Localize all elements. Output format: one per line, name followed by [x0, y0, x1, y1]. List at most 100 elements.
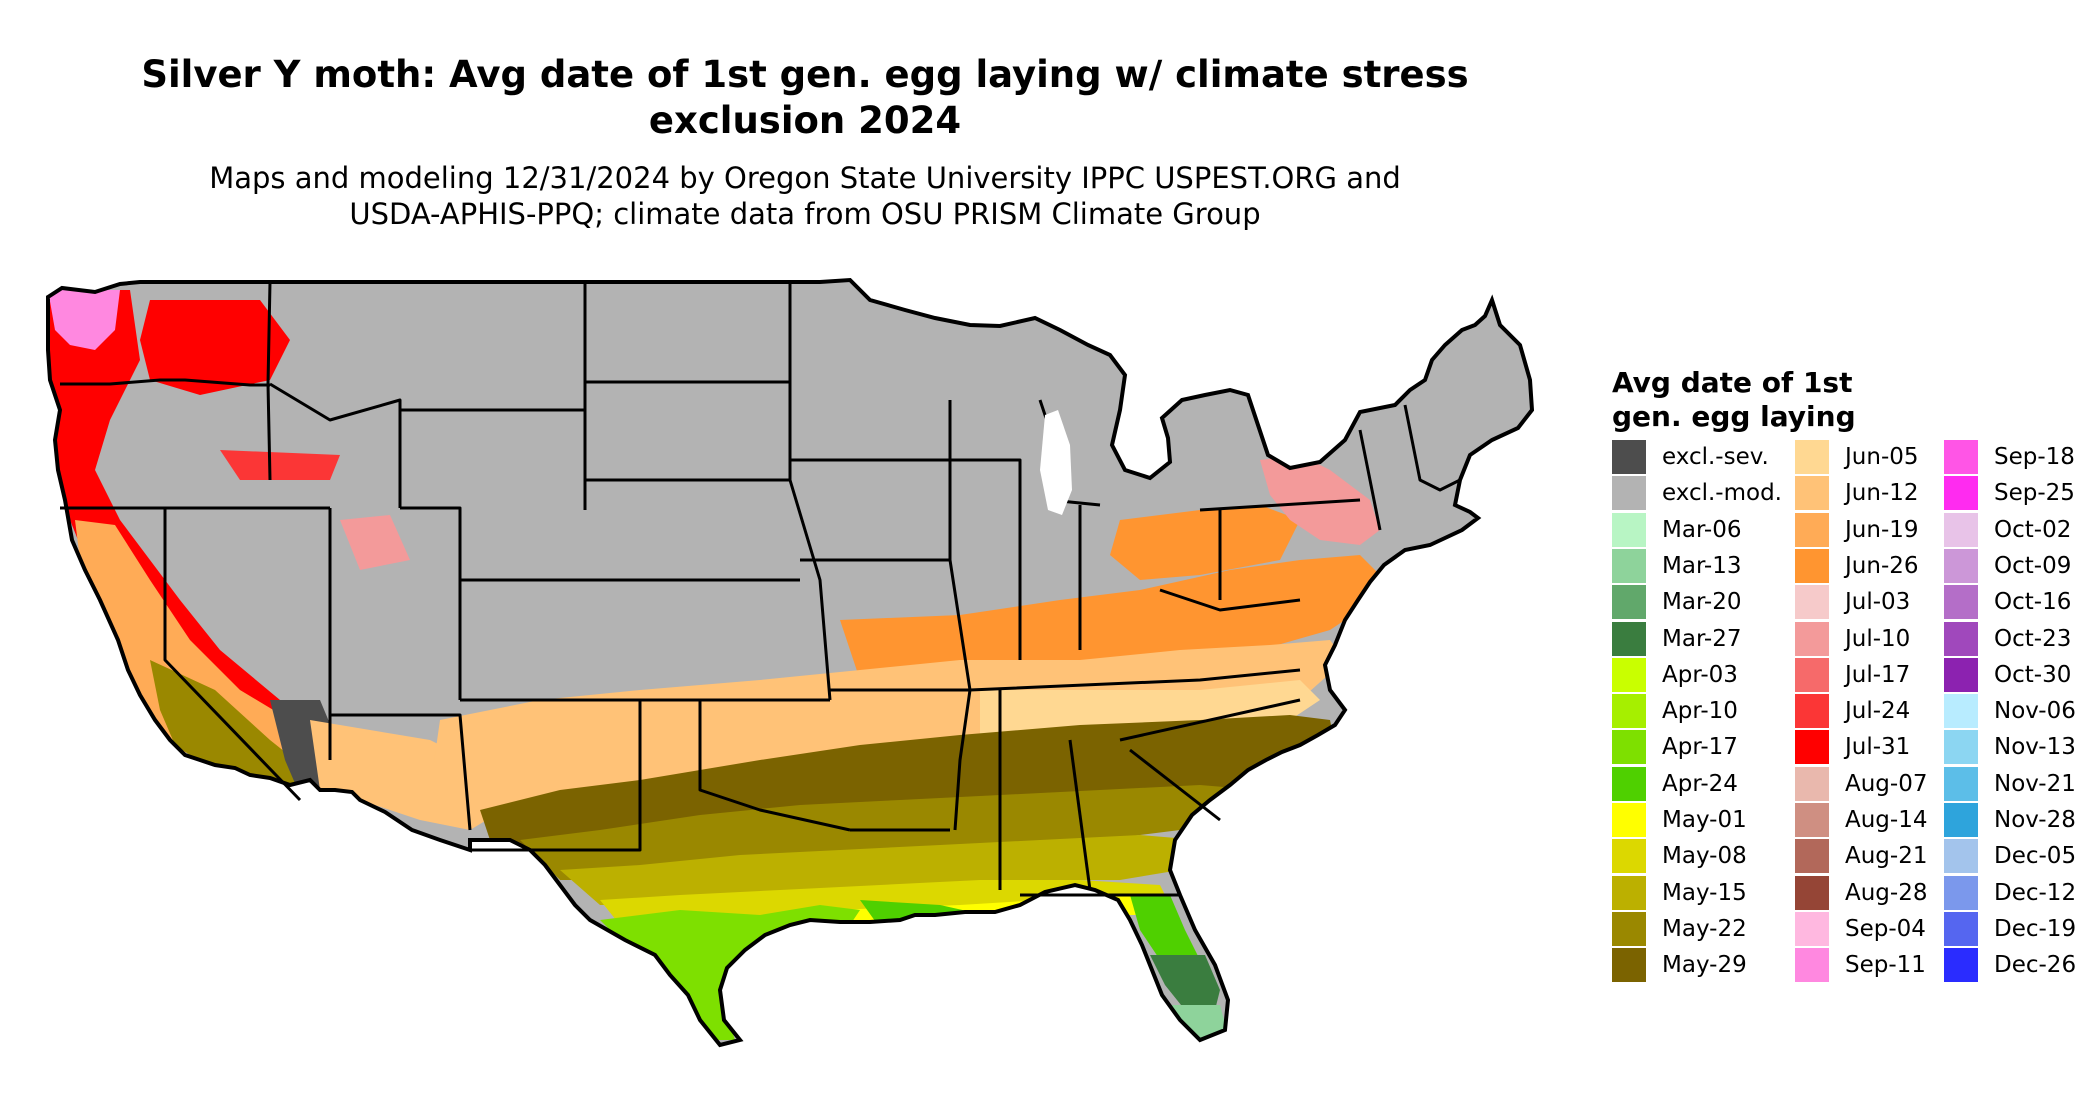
legend-swatch — [1612, 440, 1646, 474]
legend-label: Nov-28 — [1994, 807, 2076, 833]
legend-swatch — [1944, 839, 1978, 874]
legend-swatch — [1612, 548, 1646, 583]
border-id-west — [266, 281, 272, 481]
legend-label: Jun-05 — [1845, 444, 1919, 470]
legend-label: Sep-18 — [1994, 444, 2075, 470]
legend-label: Jun-19 — [1845, 516, 1919, 543]
legend-swatch — [1944, 621, 1978, 656]
border-tn-nc — [1119, 698, 1301, 742]
border-ny-ne — [1358, 429, 1382, 531]
legend-swatch — [1612, 948, 1646, 983]
zone-ohio-valley — [1110, 505, 1300, 580]
legend-label: Aug-28 — [1845, 879, 1928, 906]
legend-label: Sep-25 — [1994, 480, 2075, 507]
legend-label: Oct-02 — [1994, 516, 2072, 543]
border-al-ga — [1068, 739, 1092, 891]
legend-label: Oct-09 — [1994, 552, 2072, 579]
map-title: Silver Y moth: Avg date of 1st gen. egg … — [40, 52, 1570, 144]
legend-swatch — [1795, 911, 1829, 946]
legend-label: May-15 — [1662, 879, 1747, 906]
zone-florida-central — [1150, 955, 1220, 1010]
legend-title: Avg date of 1st gen. egg laying — [1612, 366, 1856, 434]
legend-swatch — [1944, 730, 1978, 765]
legend-swatch — [1944, 476, 1978, 511]
legend-swatch — [1612, 730, 1646, 765]
border-wa-or — [60, 378, 270, 387]
zone-pacific-coast — [48, 290, 300, 730]
zone-florida-north — [1130, 895, 1200, 960]
zone-desert-southwest — [150, 660, 320, 795]
legend-swatch — [1795, 839, 1829, 874]
legend-label: Oct-23 — [1994, 625, 2072, 652]
legend-label: Oct-16 — [1994, 589, 2072, 616]
border-va-wv — [1159, 588, 1301, 612]
border-wi-il — [900, 458, 1022, 560]
date-zones — [48, 290, 1380, 1045]
legend-swatch — [1944, 875, 1978, 910]
legend-swatch — [1944, 585, 1978, 620]
legend-label: Apr-10 — [1662, 698, 1738, 725]
legend-title-line-1: Avg date of 1st — [1612, 366, 1853, 399]
legend-label: Sep-04 — [1845, 915, 1926, 942]
legend-swatch — [1612, 875, 1646, 910]
legend-swatch — [1612, 766, 1646, 801]
legend-label: Nov-06 — [1994, 698, 2076, 725]
legend-label: Apr-24 — [1662, 770, 1738, 797]
subtitle-line-1: Maps and modeling 12/31/2024 by Oregon S… — [209, 161, 1401, 195]
legend-label: Aug-21 — [1845, 843, 1928, 870]
legend-swatch — [1944, 948, 1978, 983]
legend-label: Nov-13 — [1994, 734, 2076, 761]
legend-label: Dec-19 — [1994, 915, 2077, 942]
legend-label: Jul-10 — [1845, 625, 1911, 652]
legend-label: Apr-03 — [1662, 661, 1738, 688]
legend-label: excl.-sev. — [1662, 444, 1769, 470]
border-dakotas-mn — [788, 282, 832, 701]
border-az-nm — [330, 713, 472, 831]
legend-swatch — [1944, 694, 1978, 729]
border-ky-tn — [969, 668, 1301, 692]
border-id-mt-wy — [269, 382, 402, 508]
zone-snake-river — [220, 450, 340, 480]
zone-may-15 — [560, 835, 1200, 905]
legend-swatch — [1795, 803, 1829, 837]
legend-label: Dec-26 — [1994, 952, 2077, 979]
legend-label: Mar-27 — [1662, 625, 1742, 652]
legend-swatch — [1612, 512, 1646, 547]
legend-swatch — [1795, 875, 1829, 910]
zone-columbia-basin — [140, 300, 290, 395]
legend-label: Jun-12 — [1845, 480, 1919, 507]
legend-swatch — [1944, 657, 1978, 692]
legend-swatch — [1795, 948, 1829, 983]
zone-may-22 — [520, 785, 1260, 880]
border-sc-ga — [1129, 748, 1221, 822]
legend-label: Jun-26 — [1845, 552, 1919, 579]
legend-label: Mar-13 — [1662, 552, 1742, 579]
border-wy-co — [400, 506, 462, 700]
zone-texas-coast-apr — [600, 905, 860, 1040]
legend-title-line-2: gen. egg laying — [1612, 400, 1856, 433]
legend-swatch — [1795, 440, 1829, 474]
legend-swatch — [1612, 657, 1646, 692]
zone-california-valley — [75, 520, 330, 790]
legend-label: May-08 — [1662, 843, 1747, 870]
legend-swatch — [1795, 657, 1829, 692]
legend-label: Dec-05 — [1994, 843, 2077, 870]
legend-label: May-22 — [1662, 915, 1747, 942]
legend-swatch — [1612, 621, 1646, 656]
zone-great-basin-spots — [340, 515, 410, 570]
legend-swatch — [1944, 440, 1978, 474]
border-vt-nh-me — [1403, 404, 1461, 492]
border-ok-tx — [698, 700, 851, 832]
legend-label: May-01 — [1662, 807, 1747, 833]
legend-label: Jul-31 — [1845, 734, 1911, 761]
lake-michigan — [1040, 410, 1072, 515]
legend-swatch — [1795, 694, 1829, 729]
map-subtitle: Maps and modeling 12/31/2024 by Oregon S… — [40, 160, 1570, 232]
legend-label: Mar-06 — [1662, 516, 1742, 543]
legend-swatch — [1612, 585, 1646, 620]
legend-label: Oct-30 — [1994, 661, 2072, 688]
legend-swatch — [1795, 766, 1829, 801]
legend-label: excl.-mod. — [1662, 480, 1782, 507]
title-line-1: Silver Y moth: Avg date of 1st gen. egg … — [141, 53, 1469, 96]
zone-new-england-coast — [1260, 455, 1380, 545]
